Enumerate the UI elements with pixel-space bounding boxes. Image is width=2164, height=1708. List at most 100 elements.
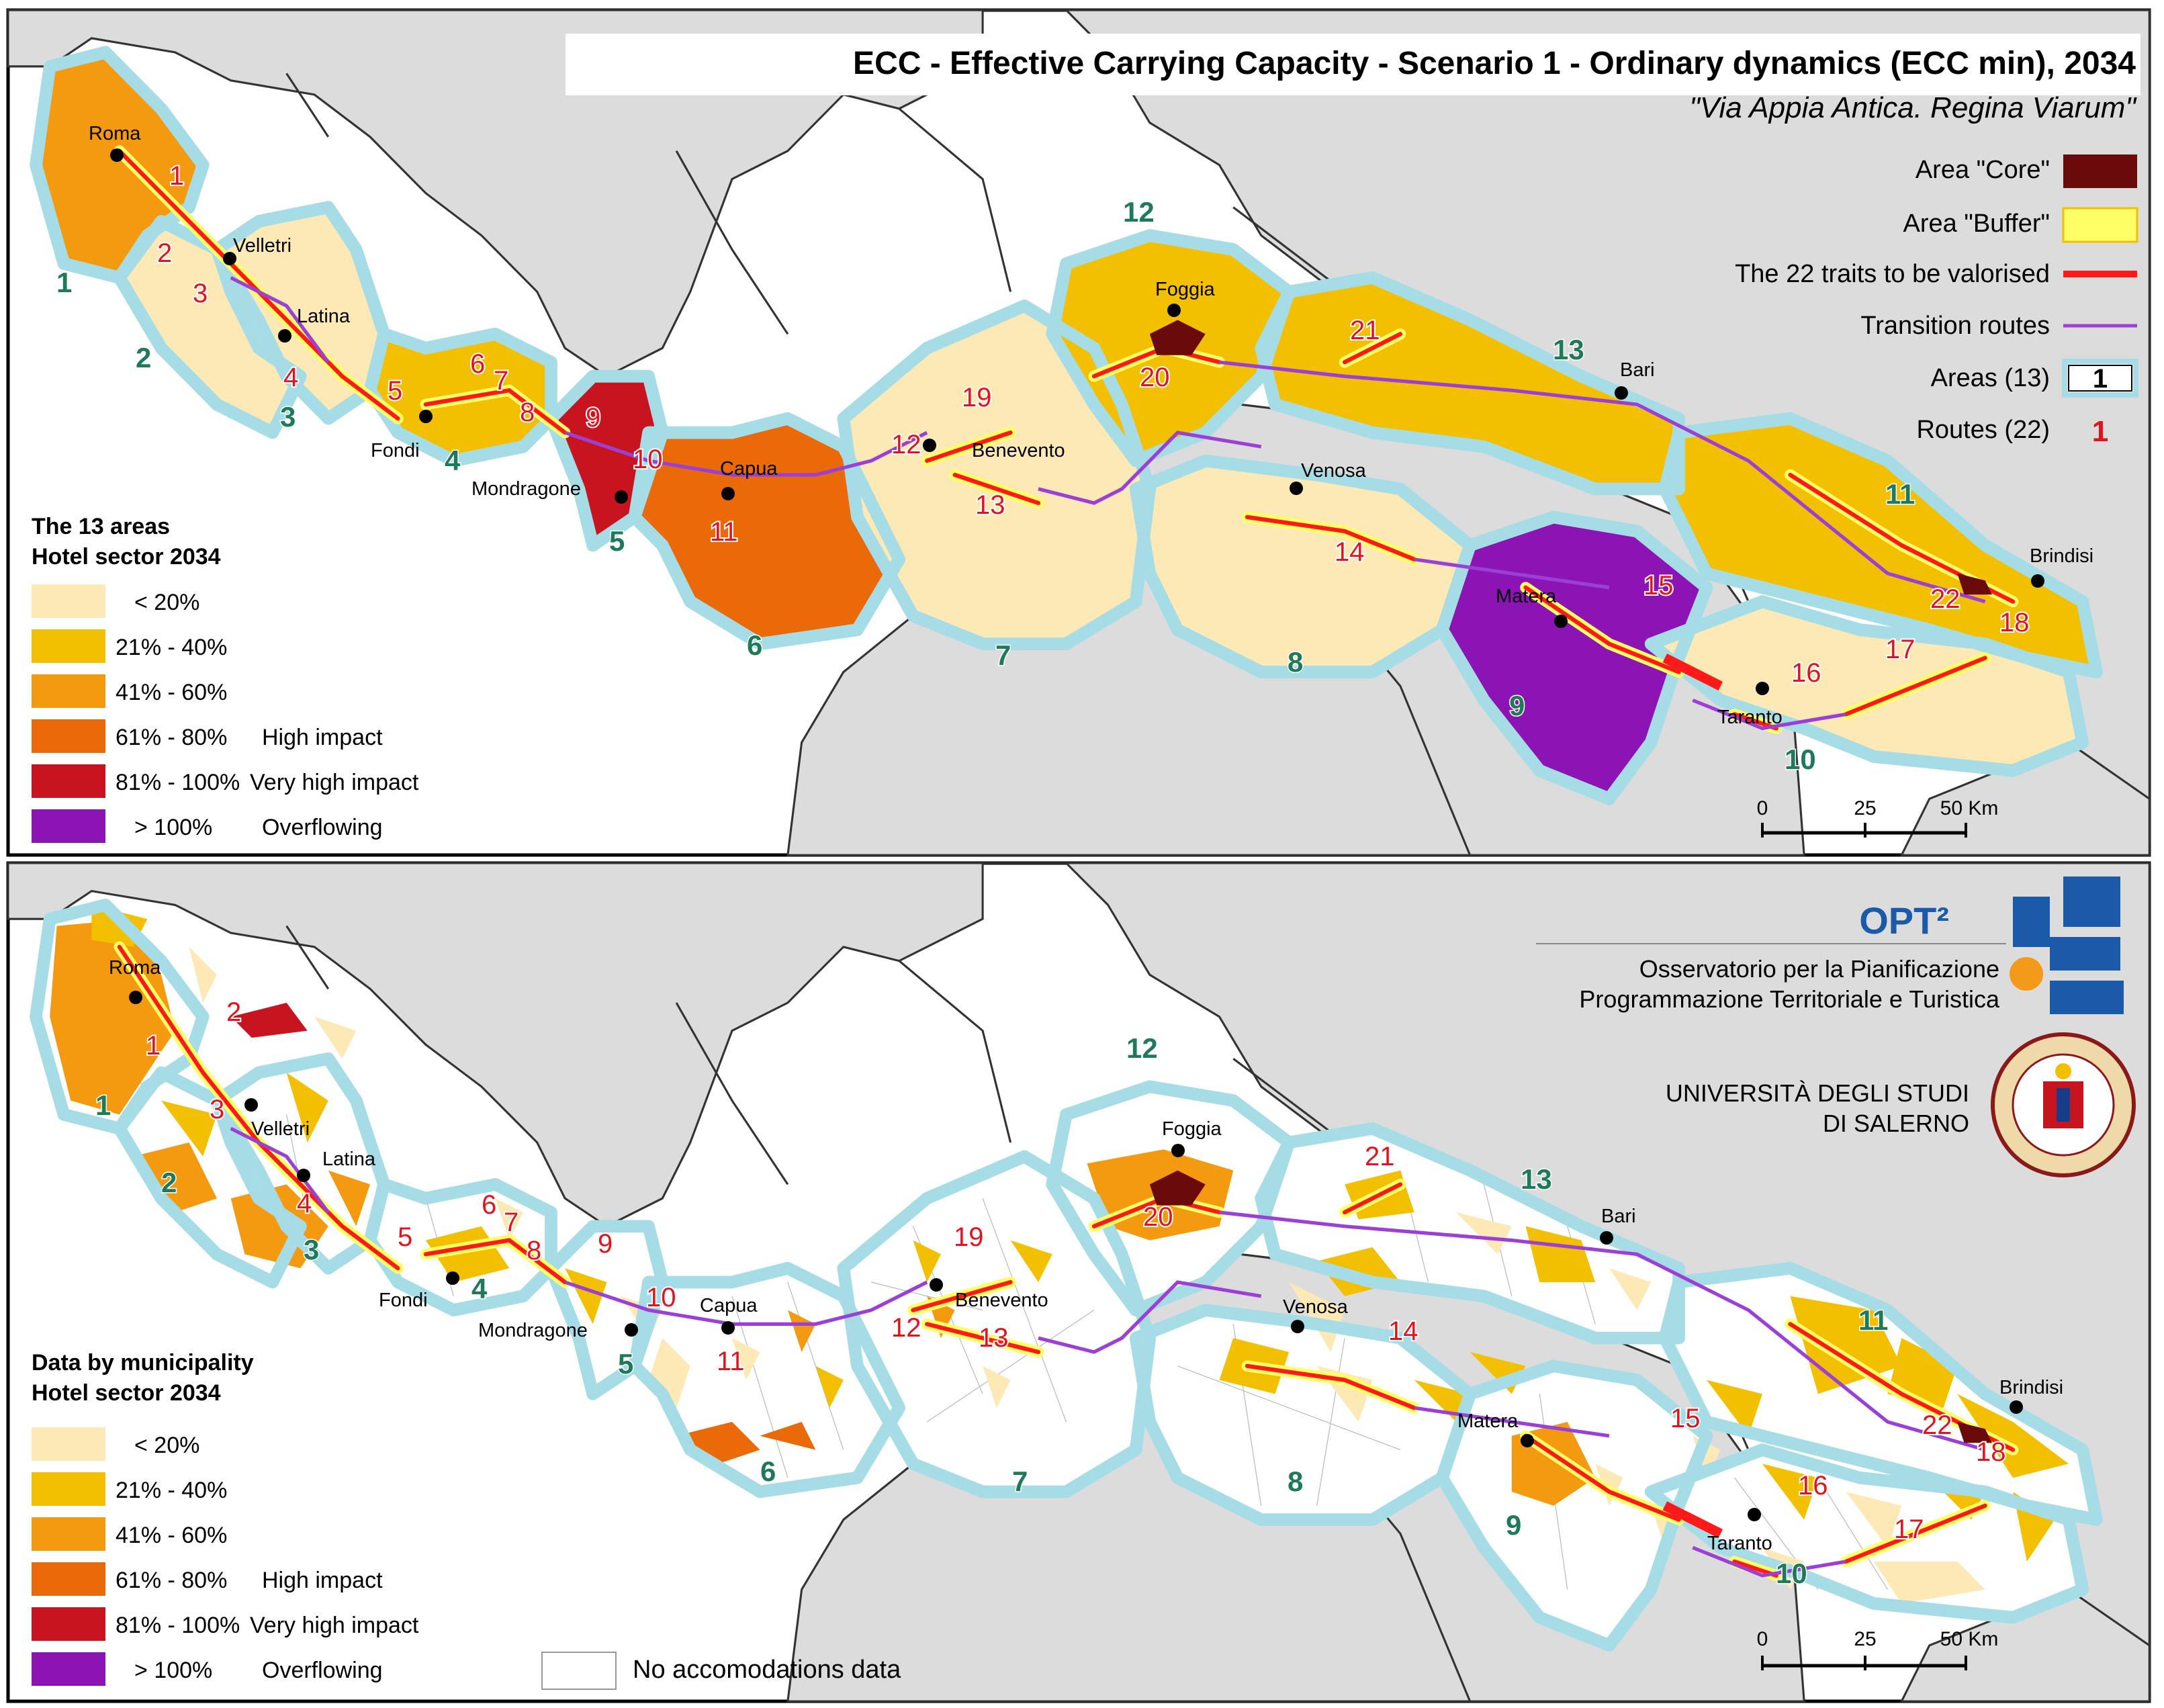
route-number: 19 — [962, 383, 992, 412]
city-label: Mondragone — [471, 478, 581, 500]
route-number: 7 — [504, 1208, 519, 1237]
class-range: > 100% — [134, 815, 212, 840]
city-point — [1748, 1508, 1761, 1521]
route-number: 7 — [494, 366, 508, 396]
city-point — [923, 439, 936, 452]
legend-core-label: Area "Core" — [1915, 156, 2050, 184]
city-label: Benevento — [955, 1290, 1048, 1311]
route-number: 12 — [891, 1313, 921, 1343]
legend-core-swatch — [2063, 154, 2137, 188]
city-point — [1171, 1144, 1185, 1157]
area-3-fill — [216, 207, 384, 419]
scale-label: 50 Km — [1940, 797, 1999, 819]
red-trait-highlight — [1662, 654, 1723, 691]
top-area-numbers: 1 2 3 4 5 6 7 8 9 10 11 12 13 — [56, 195, 1916, 776]
class-range: < 20% — [134, 590, 199, 615]
city-label: Brindisi — [2030, 545, 2093, 567]
route-number: 22 — [1930, 584, 1960, 614]
core-area — [1957, 573, 1993, 595]
scale-label: 0 — [1757, 1628, 1768, 1650]
scale-label: 50 Km — [1940, 1628, 1999, 1650]
area-number: 2 — [136, 342, 151, 373]
class-range: 61% - 80% — [116, 1568, 227, 1593]
route-number: 20 — [1143, 1202, 1173, 1232]
class-swatch — [32, 1427, 105, 1461]
area-number: 4 — [471, 1273, 488, 1304]
area-7-fill — [843, 306, 1150, 644]
p2-logo-icon — [2010, 877, 2124, 1014]
class-range: 41% - 60% — [116, 680, 227, 705]
legend-title: Data by municipality — [32, 1350, 254, 1376]
class-swatch — [32, 674, 105, 708]
route-number: 8 — [520, 398, 535, 427]
legend-title: Hotel sector 2034 — [32, 1380, 221, 1406]
city-point — [1756, 682, 1769, 695]
area-number: 11 — [1858, 1304, 1888, 1336]
city-point — [1167, 304, 1181, 317]
route-number: 3 — [193, 279, 208, 308]
university-line-1: UNIVERSITÀ DEGLI STUDI — [1666, 1079, 1969, 1107]
class-swatch — [32, 1652, 105, 1686]
route-number: 6 — [470, 349, 485, 379]
area-number: 7 — [995, 639, 1011, 671]
legend-transition-label: Transition routes — [1860, 312, 2050, 340]
class-swatch — [32, 1607, 105, 1641]
city-point — [1521, 1434, 1534, 1447]
area-number: 13 — [1553, 334, 1584, 365]
class-swatch — [32, 1472, 105, 1506]
area-number: 6 — [760, 1455, 776, 1487]
opt-logo-text: OPT² — [1859, 899, 1949, 942]
city-label: Capua — [720, 458, 778, 480]
class-swatch — [32, 629, 105, 663]
route-number: 5 — [398, 1222, 412, 1252]
route-number: 17 — [1894, 1515, 1924, 1544]
top-scale-bar: 0 25 50 Km — [1757, 797, 1999, 838]
bottom-cities: Roma Velletri Latina Fondi Mondragone Ca… — [109, 957, 2063, 1554]
area-number: 8 — [1288, 646, 1303, 678]
city-point — [110, 148, 124, 162]
city-point — [721, 487, 735, 500]
route-number: 12 — [891, 430, 921, 459]
red-trait-highlight — [1662, 1501, 1723, 1538]
class-swatch — [32, 764, 105, 798]
class-swatch — [32, 1562, 105, 1596]
class-note: Overflowing — [262, 815, 383, 840]
route-number: 6 — [482, 1190, 496, 1220]
city-label: Benevento — [972, 440, 1065, 461]
city-label: Fondi — [379, 1290, 428, 1311]
route-number: 16 — [1791, 658, 1821, 688]
area-number: 10 — [1785, 744, 1816, 775]
route-number: 5 — [388, 376, 402, 406]
transition-routes — [230, 276, 1986, 731]
legend-title: The 13 areas — [32, 514, 170, 539]
class-note: Overflowing — [262, 1658, 383, 1683]
area-number: 9 — [1506, 1509, 1521, 1541]
city-label: Capua — [700, 1295, 758, 1316]
area-number: 8 — [1288, 1466, 1303, 1497]
route-number: 2 — [226, 997, 241, 1027]
route-number: 14 — [1335, 537, 1365, 567]
city-label: Venosa — [1283, 1296, 1349, 1318]
area-number: 3 — [304, 1234, 319, 1265]
area-13-fill — [1261, 277, 1679, 489]
city-label: Brindisi — [1999, 1377, 2063, 1398]
city-point — [1600, 1231, 1613, 1245]
city-label: Roma — [89, 123, 141, 144]
city-label: Velletri — [251, 1118, 310, 1140]
route-number: 21 — [1350, 316, 1380, 345]
top-cities: Roma Velletri Latina Fondi Mondragone Ca… — [89, 123, 2093, 728]
no-data-label: No accomodations data — [633, 1656, 901, 1684]
class-swatch — [32, 1517, 105, 1551]
scale-label: 25 — [1854, 1628, 1876, 1650]
area-number: 12 — [1126, 1032, 1158, 1064]
city-point — [2010, 1400, 2023, 1414]
route-number: 13 — [979, 1323, 1009, 1353]
area-number: 5 — [618, 1348, 633, 1380]
route-number: 14 — [1388, 1316, 1418, 1346]
symbol-legend: Area "Core" Area "Buffer" The 22 traits … — [1735, 154, 2138, 448]
route-number: 17 — [1885, 635, 1915, 664]
class-range: 41% - 60% — [116, 1523, 227, 1548]
core-area — [1957, 1422, 1993, 1443]
legend-areas-symbol: 1 — [2093, 364, 2108, 394]
